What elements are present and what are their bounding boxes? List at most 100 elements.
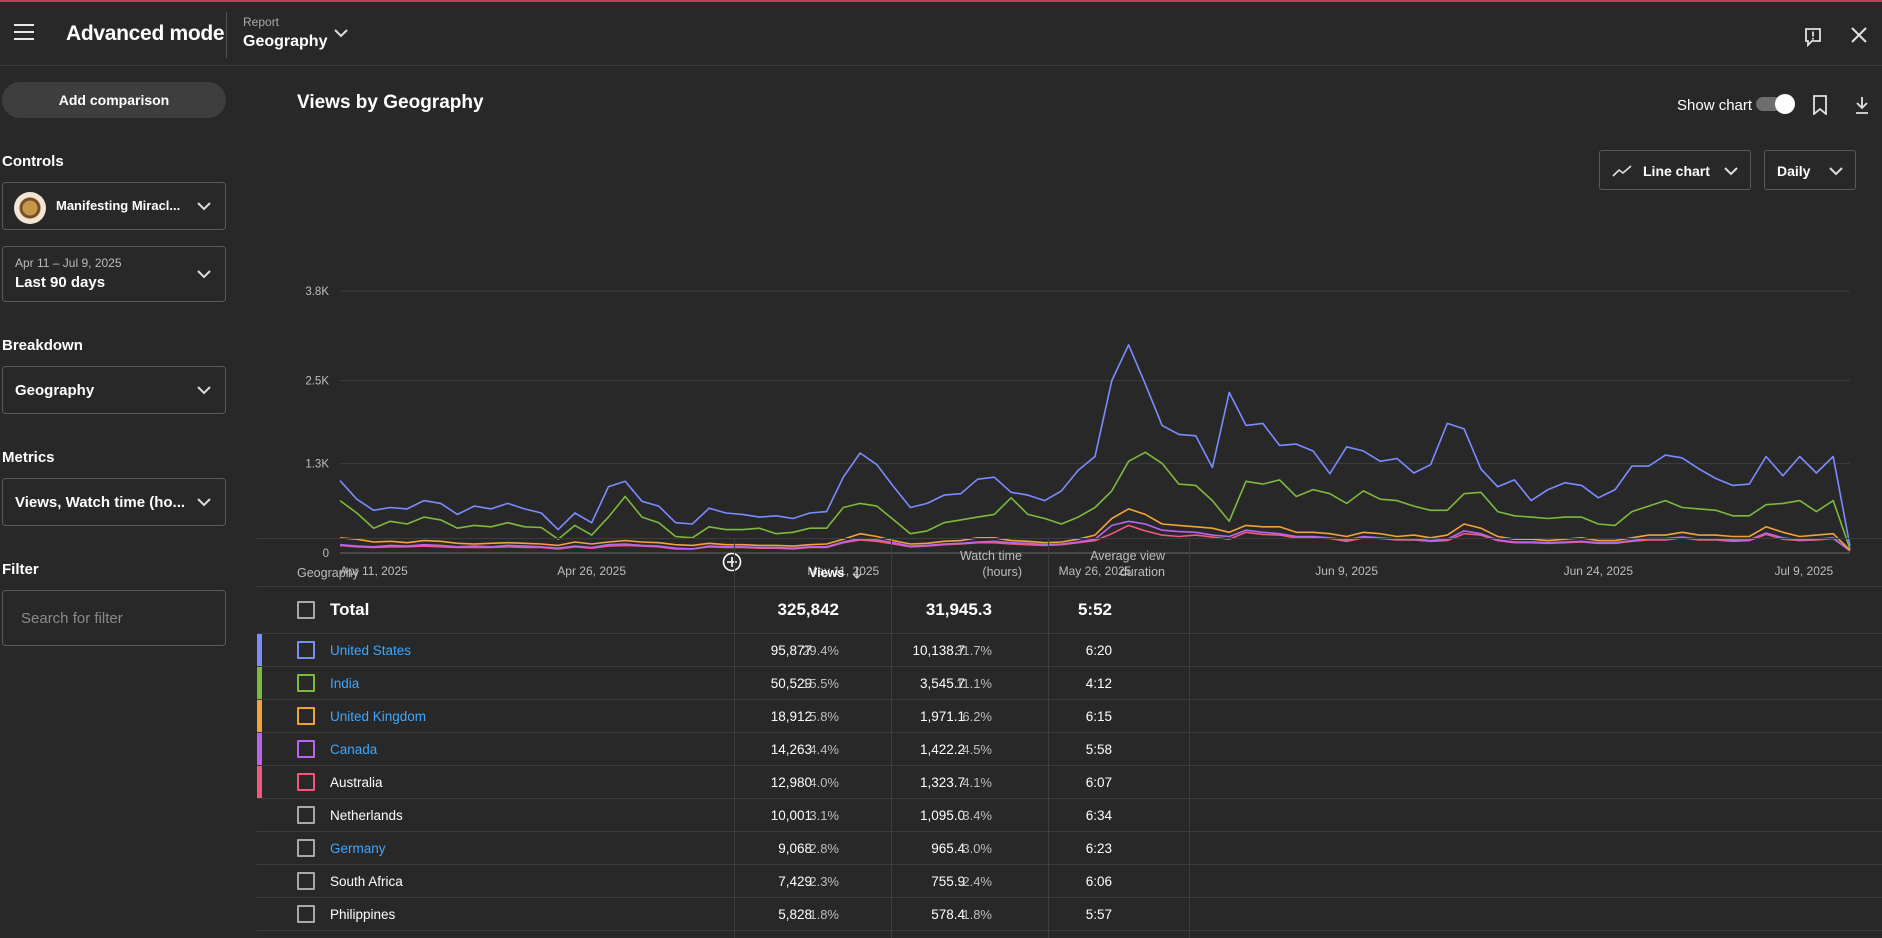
report-selector[interactable]: Geography: [243, 33, 328, 50]
views-value: 10,001: [770, 808, 812, 823]
add-column-icon[interactable]: [722, 552, 742, 572]
watch-time-percent: 31.7%: [955, 643, 992, 658]
total-views: 325,842: [777, 600, 839, 619]
y-tick-label: 3.8K: [305, 286, 329, 298]
views-value: 7,429: [778, 874, 812, 889]
interval-value: Daily: [1777, 163, 1811, 179]
table-header-row: Geography Views Watch time (hours) Avera…: [257, 538, 1882, 587]
y-tick-label: 2.5K: [305, 376, 329, 388]
watch-time-value: 1,971.1: [919, 709, 965, 724]
header-avg-view-duration[interactable]: Average view: [1090, 549, 1165, 563]
views-value: 12,980: [770, 775, 812, 790]
sort-arrow-down-icon[interactable]: [852, 566, 862, 580]
chart-type-dropdown[interactable]: Line chart: [1599, 150, 1751, 190]
watch-time-percent: 6.2%: [962, 709, 992, 724]
geography-name[interactable]: United States: [330, 643, 412, 658]
avg-duration-value: 6:06: [1085, 874, 1112, 889]
date-range-dates: Apr 11 – Jul 9, 2025: [15, 256, 122, 270]
metrics-selector[interactable]: Views, Watch time (ho...: [2, 478, 226, 526]
show-chart-label: Show chart: [1677, 97, 1753, 114]
series-line[interactable]: [339, 344, 1851, 547]
table-row: Australia 12,980 4.0% 1,323.7 4.1% 6:07: [257, 766, 1882, 799]
column-divider: [1048, 538, 1049, 938]
views-line-chart[interactable]: 3.8K 2.5K 1.3K 0 Apr 11, 2025 Apr 26, 2025 Ma…: [257, 206, 1882, 596]
interval-dropdown[interactable]: Daily: [1764, 150, 1856, 190]
watch-time-percent: 3.4%: [962, 808, 992, 823]
series-line[interactable]: [339, 520, 1851, 552]
table-row: India 50,529 15.5% 3,545.7 11.1% 4:12: [257, 667, 1882, 700]
column-divider: [734, 538, 735, 938]
series-line[interactable]: [339, 451, 1851, 550]
column-divider: [891, 538, 892, 938]
views-percent: 2.8%: [809, 841, 839, 856]
total-checkbox[interactable]: [297, 601, 315, 619]
page-title: Views by Geography: [297, 92, 484, 113]
show-chart-toggle[interactable]: [1756, 94, 1795, 114]
controls-label: Controls: [2, 153, 64, 170]
divider: [226, 12, 227, 58]
watch-time-value: 1,095.0: [919, 808, 965, 823]
chevron-down-icon: [1829, 167, 1843, 176]
menu-icon[interactable]: [14, 24, 34, 40]
bookmark-icon[interactable]: [1812, 95, 1828, 115]
feedback-icon[interactable]: [1804, 27, 1822, 47]
row-checkbox[interactable]: [297, 740, 315, 758]
date-range-value: Last 90 days: [15, 274, 106, 291]
row-checkbox[interactable]: [297, 674, 315, 692]
row-checkbox[interactable]: [297, 806, 315, 824]
views-value: 14,263: [770, 742, 812, 757]
close-icon[interactable]: [1851, 27, 1867, 43]
series-color-bar: [257, 700, 262, 732]
watch-time-value: 578.4: [931, 907, 965, 922]
chevron-down-icon: [197, 270, 211, 279]
filter-search-input[interactable]: [2, 590, 226, 646]
channel-selector[interactable]: Manifesting Miracl...: [2, 182, 226, 230]
geography-name[interactable]: United Kingdom: [330, 709, 427, 724]
row-checkbox[interactable]: [297, 839, 315, 857]
header-views[interactable]: Views: [809, 566, 845, 580]
row-checkbox[interactable]: [297, 773, 315, 791]
table-row: Canada 14,263 4.4% 1,422.2 4.5% 5:58: [257, 733, 1882, 766]
watch-time-value: 10,138.7: [912, 643, 965, 658]
add-comparison-button[interactable]: Add comparison: [2, 82, 226, 118]
views-value: 50,529: [770, 676, 812, 691]
geography-name[interactable]: Canada: [330, 742, 378, 757]
geography-name[interactable]: Germany: [330, 841, 386, 856]
breakdown-selector[interactable]: Geography: [2, 366, 226, 414]
series-color-bar: [257, 733, 262, 765]
table-row: United States 95,877 29.4% 10,138.7 31.7% 6:2…: [257, 634, 1882, 667]
avg-duration-value: 6:34: [1085, 808, 1112, 823]
sidebar: Add comparison Controls Manifesting Mira…: [0, 66, 240, 923]
download-icon[interactable]: [1854, 95, 1870, 115]
chevron-down-icon: [197, 386, 211, 395]
geography-name: South Africa: [330, 874, 403, 889]
row-checkbox[interactable]: [297, 641, 315, 659]
total-row: Total 325,842 31,945.3 5:52: [257, 587, 1882, 634]
watch-time-percent: 1.8%: [962, 907, 992, 922]
watch-time-percent: 3.0%: [962, 841, 992, 856]
table-row: Netherlands 10,001 3.1% 1,095.0 3.4% 6:34: [257, 799, 1882, 832]
report-caption: Report: [243, 15, 280, 29]
total-watch-time: 31,945.3: [925, 600, 992, 619]
date-range-selector[interactable]: Apr 11 – Jul 9, 2025 Last 90 days: [2, 246, 226, 302]
chevron-down-icon[interactable]: [334, 28, 348, 38]
geography-name[interactable]: India: [330, 676, 360, 691]
row-checkbox[interactable]: [297, 905, 315, 923]
table-row: South Africa 7,429 2.3% 755.9 2.4% 6:06: [257, 865, 1882, 898]
watch-time-percent: 11.1%: [956, 676, 992, 691]
watch-time-percent: 4.1%: [962, 775, 992, 790]
chevron-down-icon: [1724, 167, 1738, 176]
views-percent: 5.8%: [809, 709, 839, 724]
views-percent: 3.1%: [809, 808, 839, 823]
views-value: 95,877: [770, 643, 812, 658]
series-line[interactable]: [339, 508, 1851, 551]
views-percent: 15.5%: [802, 676, 839, 691]
row-checkbox[interactable]: [297, 872, 315, 890]
row-checkbox[interactable]: [297, 707, 315, 725]
views-value: 9,068: [778, 841, 812, 856]
header-geography[interactable]: Geography: [297, 566, 359, 580]
series-color-bar: [257, 667, 262, 699]
geography-name: Netherlands: [330, 808, 403, 823]
header-watch-time[interactable]: Watch time: [959, 549, 1022, 563]
x-tick-label: Jun 9, 2025: [1315, 564, 1378, 578]
